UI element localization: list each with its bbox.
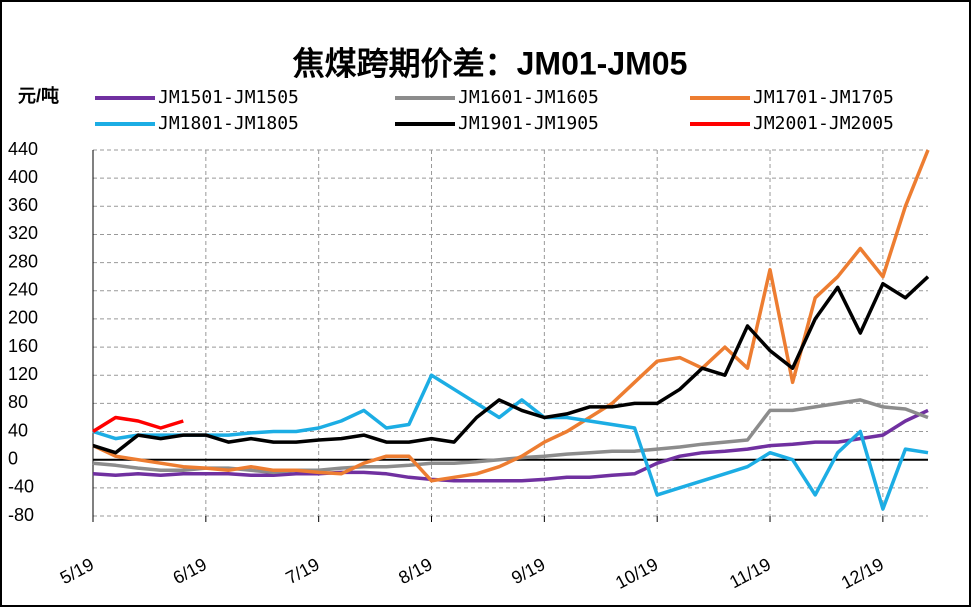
series-line (92, 373, 929, 511)
y-tick-label: 40 (8, 420, 28, 440)
y-tick-label: 0 (8, 448, 18, 468)
series-line (92, 275, 930, 455)
y-tick-label: 280 (8, 251, 38, 271)
y-tick-label: 160 (8, 336, 38, 356)
y-tick-label: 80 (8, 392, 28, 412)
y-tick-label: 240 (8, 280, 38, 300)
legend-label: JM1901-JM1905 (458, 113, 599, 134)
legend-label: JM1601-JM1605 (458, 87, 599, 108)
series-line (92, 415, 184, 433)
y-tick-label: 440 (8, 139, 38, 159)
y-tick-label: 320 (8, 223, 38, 243)
y-axis-label: 元/吨 (18, 85, 59, 106)
legend-label: JM2001-JM2005 (753, 113, 894, 134)
chart-title: 焦煤跨期价差：JM01-JM05 (293, 45, 688, 81)
series-line (92, 408, 929, 483)
y-tick-label: -80 (8, 505, 34, 525)
y-tick-label: 400 (8, 167, 38, 187)
legend-label: JM1801-JM1805 (158, 113, 299, 134)
y-tick-label: 360 (8, 195, 38, 215)
y-tick-label: -40 (8, 477, 34, 497)
legend-label: JM1701-JM1705 (753, 87, 894, 108)
y-tick-label: 200 (8, 308, 38, 328)
y-tick-label: 120 (8, 364, 38, 384)
legend-label: JM1501-JM1505 (158, 87, 299, 108)
